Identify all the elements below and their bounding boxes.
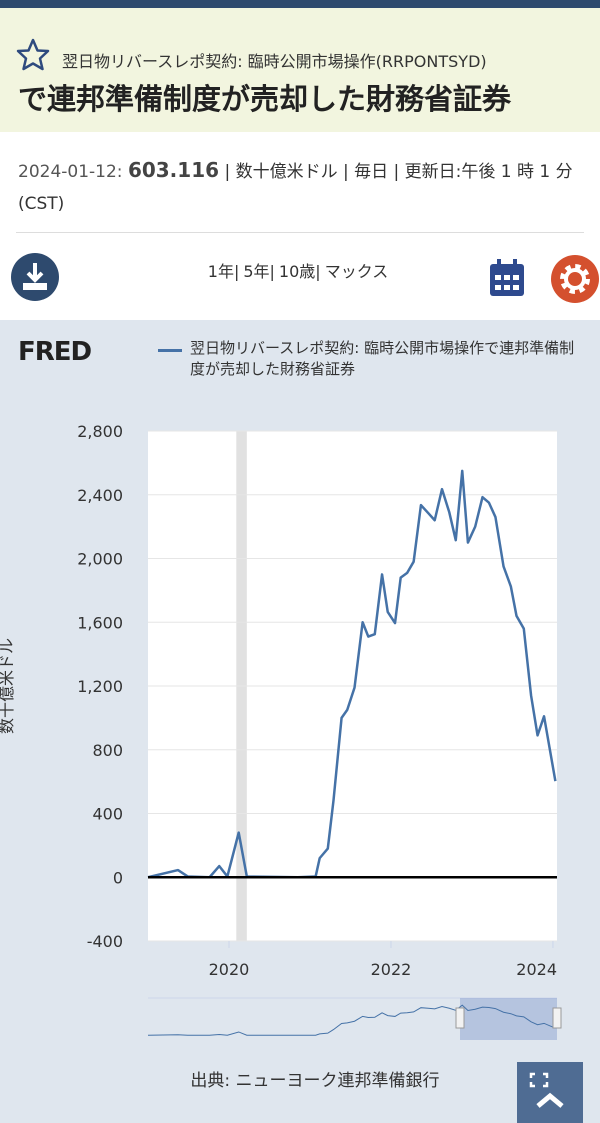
meta: 2024-01-12: 603.116 | 数十億米ドル | 毎日 | 更新日:… (18, 154, 588, 220)
download-button[interactable] (10, 252, 60, 302)
legend-swatch (158, 349, 182, 352)
meta-box: 2024-01-12: 603.116 | 数十億米ドル | 毎日 | 更新日:… (0, 132, 600, 320)
title-box: 翌日物リバースレポ契約: 臨時公開市場操作(RRPONTSYD) で連邦準備制度… (0, 8, 600, 132)
x-tick-label: 2022 (371, 960, 412, 979)
chart: -400 0 400 800 1,200 1,600 2,000 2,400 2,800 2020… (0, 422, 562, 1040)
source: 出典: ニューヨーク連邦準備銀行 (190, 1071, 440, 1091)
y-tick-label: 800 (92, 741, 123, 760)
y-tick-label: 1,200 (77, 677, 123, 696)
y-tick-label: 2,400 (77, 486, 123, 505)
range-link[interactable]: マックス (324, 262, 389, 281)
range-link[interactable]: 5年| (243, 262, 275, 281)
navigator-handle (455, 1007, 465, 1029)
y-tick-label: 0 (113, 868, 123, 887)
calendar-button[interactable] (488, 258, 526, 298)
y-tick-label: 2,800 (77, 422, 123, 441)
navigator-handle (552, 1007, 562, 1029)
x-tick-label: 2024 (516, 960, 557, 979)
navigator-line (147, 1004, 556, 1036)
meta-value: 603.116 (127, 158, 220, 182)
favorite-star[interactable] (16, 38, 50, 72)
x-tick-label: 2020 (209, 960, 250, 979)
navigator-selection (460, 998, 557, 1040)
y-tick-label: 1,600 (77, 613, 123, 632)
y-tick-label: -400 (87, 932, 123, 951)
meta-date: 2024-01-12: (18, 162, 123, 182)
y-tick-label: 2,000 (77, 550, 123, 569)
title: で連邦準備制度が売却した財務省証券 (18, 82, 512, 116)
logo: FRED (18, 337, 92, 367)
title-prefix: 翌日物リバースレポ契約: 臨時公開市場操作(RRPONTSYD) (62, 52, 487, 71)
legend-label: 翌日物リバースレポ契約: 臨時公開市場操作で連邦準備制度が売却した財務省証券 (190, 339, 575, 378)
range-link[interactable]: 1年| (207, 262, 240, 281)
settings-button[interactable] (550, 254, 600, 304)
y-axis-label: 数十億米ドル (0, 638, 16, 734)
range-link[interactable]: 10歳| (278, 262, 321, 281)
y-tick-label: 400 (92, 805, 123, 824)
divider (16, 232, 584, 233)
range-links: 1年| 5年| 10歳| マックス (0, 258, 600, 282)
top-bar (0, 0, 600, 8)
fullscreen-button[interactable] (517, 1062, 583, 1123)
meta-details: | 数十億米ドル | 毎日 | 更新日:午後 1 時 1 分 (CST) (18, 162, 573, 214)
